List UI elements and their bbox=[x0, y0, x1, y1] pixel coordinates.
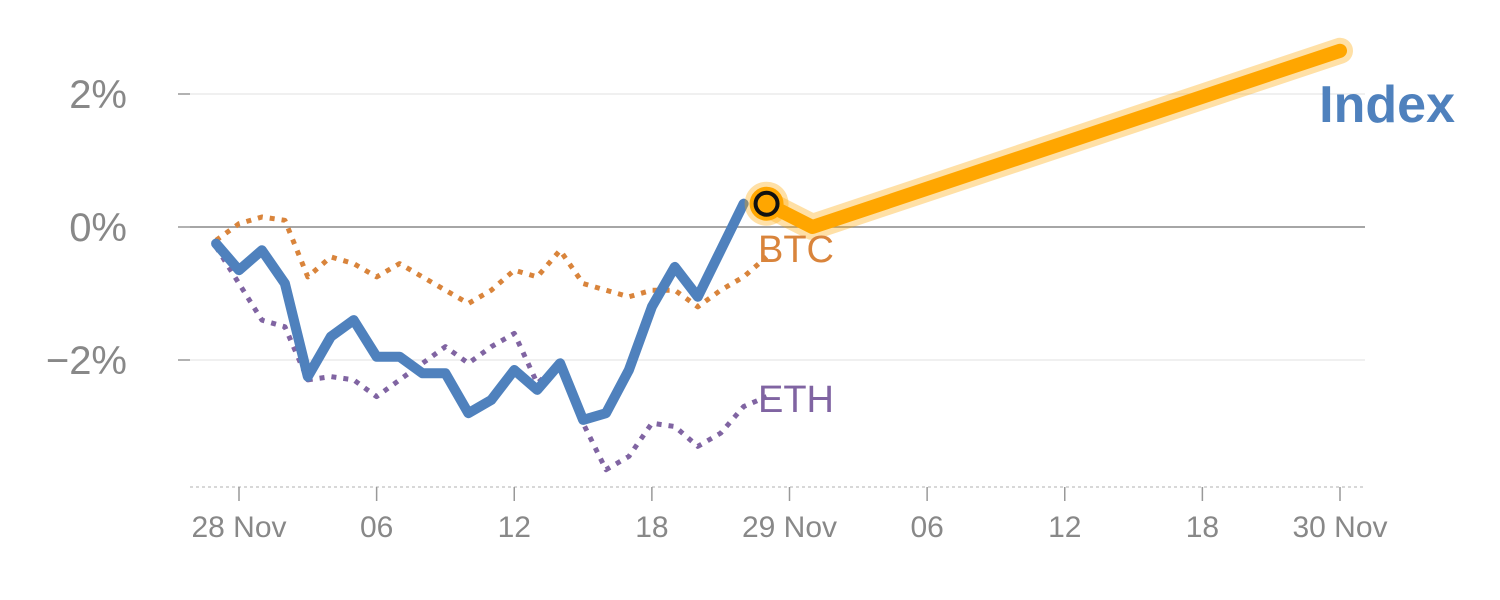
x-tick-label: 30 Nov bbox=[1292, 511, 1387, 544]
x-tick-label: 18 bbox=[1186, 511, 1219, 544]
index-series-line bbox=[211, 198, 749, 425]
forecast-series-line bbox=[759, 43, 1347, 234]
x-tick-label: 12 bbox=[1048, 511, 1081, 544]
btc-series-line bbox=[214, 214, 769, 310]
x-tick-label: 06 bbox=[360, 511, 393, 544]
current-point-marker bbox=[753, 190, 780, 217]
x-tick-label: 29 Nov bbox=[742, 511, 837, 544]
grid-layer bbox=[190, 93, 1365, 361]
x-tick-label: 12 bbox=[498, 511, 531, 544]
btc-series-label: BTC bbox=[758, 229, 834, 271]
x-tick-label: 28 Nov bbox=[191, 511, 286, 544]
y-tick-label: 0% bbox=[69, 206, 127, 250]
y-tick-label: −2% bbox=[46, 339, 127, 383]
axis-layer: 2% 0% −2% 28 Nov 06 12 18 29 Nov 06 12 18 30 Nov bbox=[46, 73, 1388, 544]
index-series-label: Index bbox=[1319, 76, 1455, 134]
eth-series-label: ETH bbox=[758, 379, 834, 421]
x-tick-label: 06 bbox=[910, 511, 943, 544]
x-tick-label: 18 bbox=[635, 511, 668, 544]
y-tick-label: 2% bbox=[69, 73, 127, 117]
series-layer bbox=[211, 37, 1353, 473]
